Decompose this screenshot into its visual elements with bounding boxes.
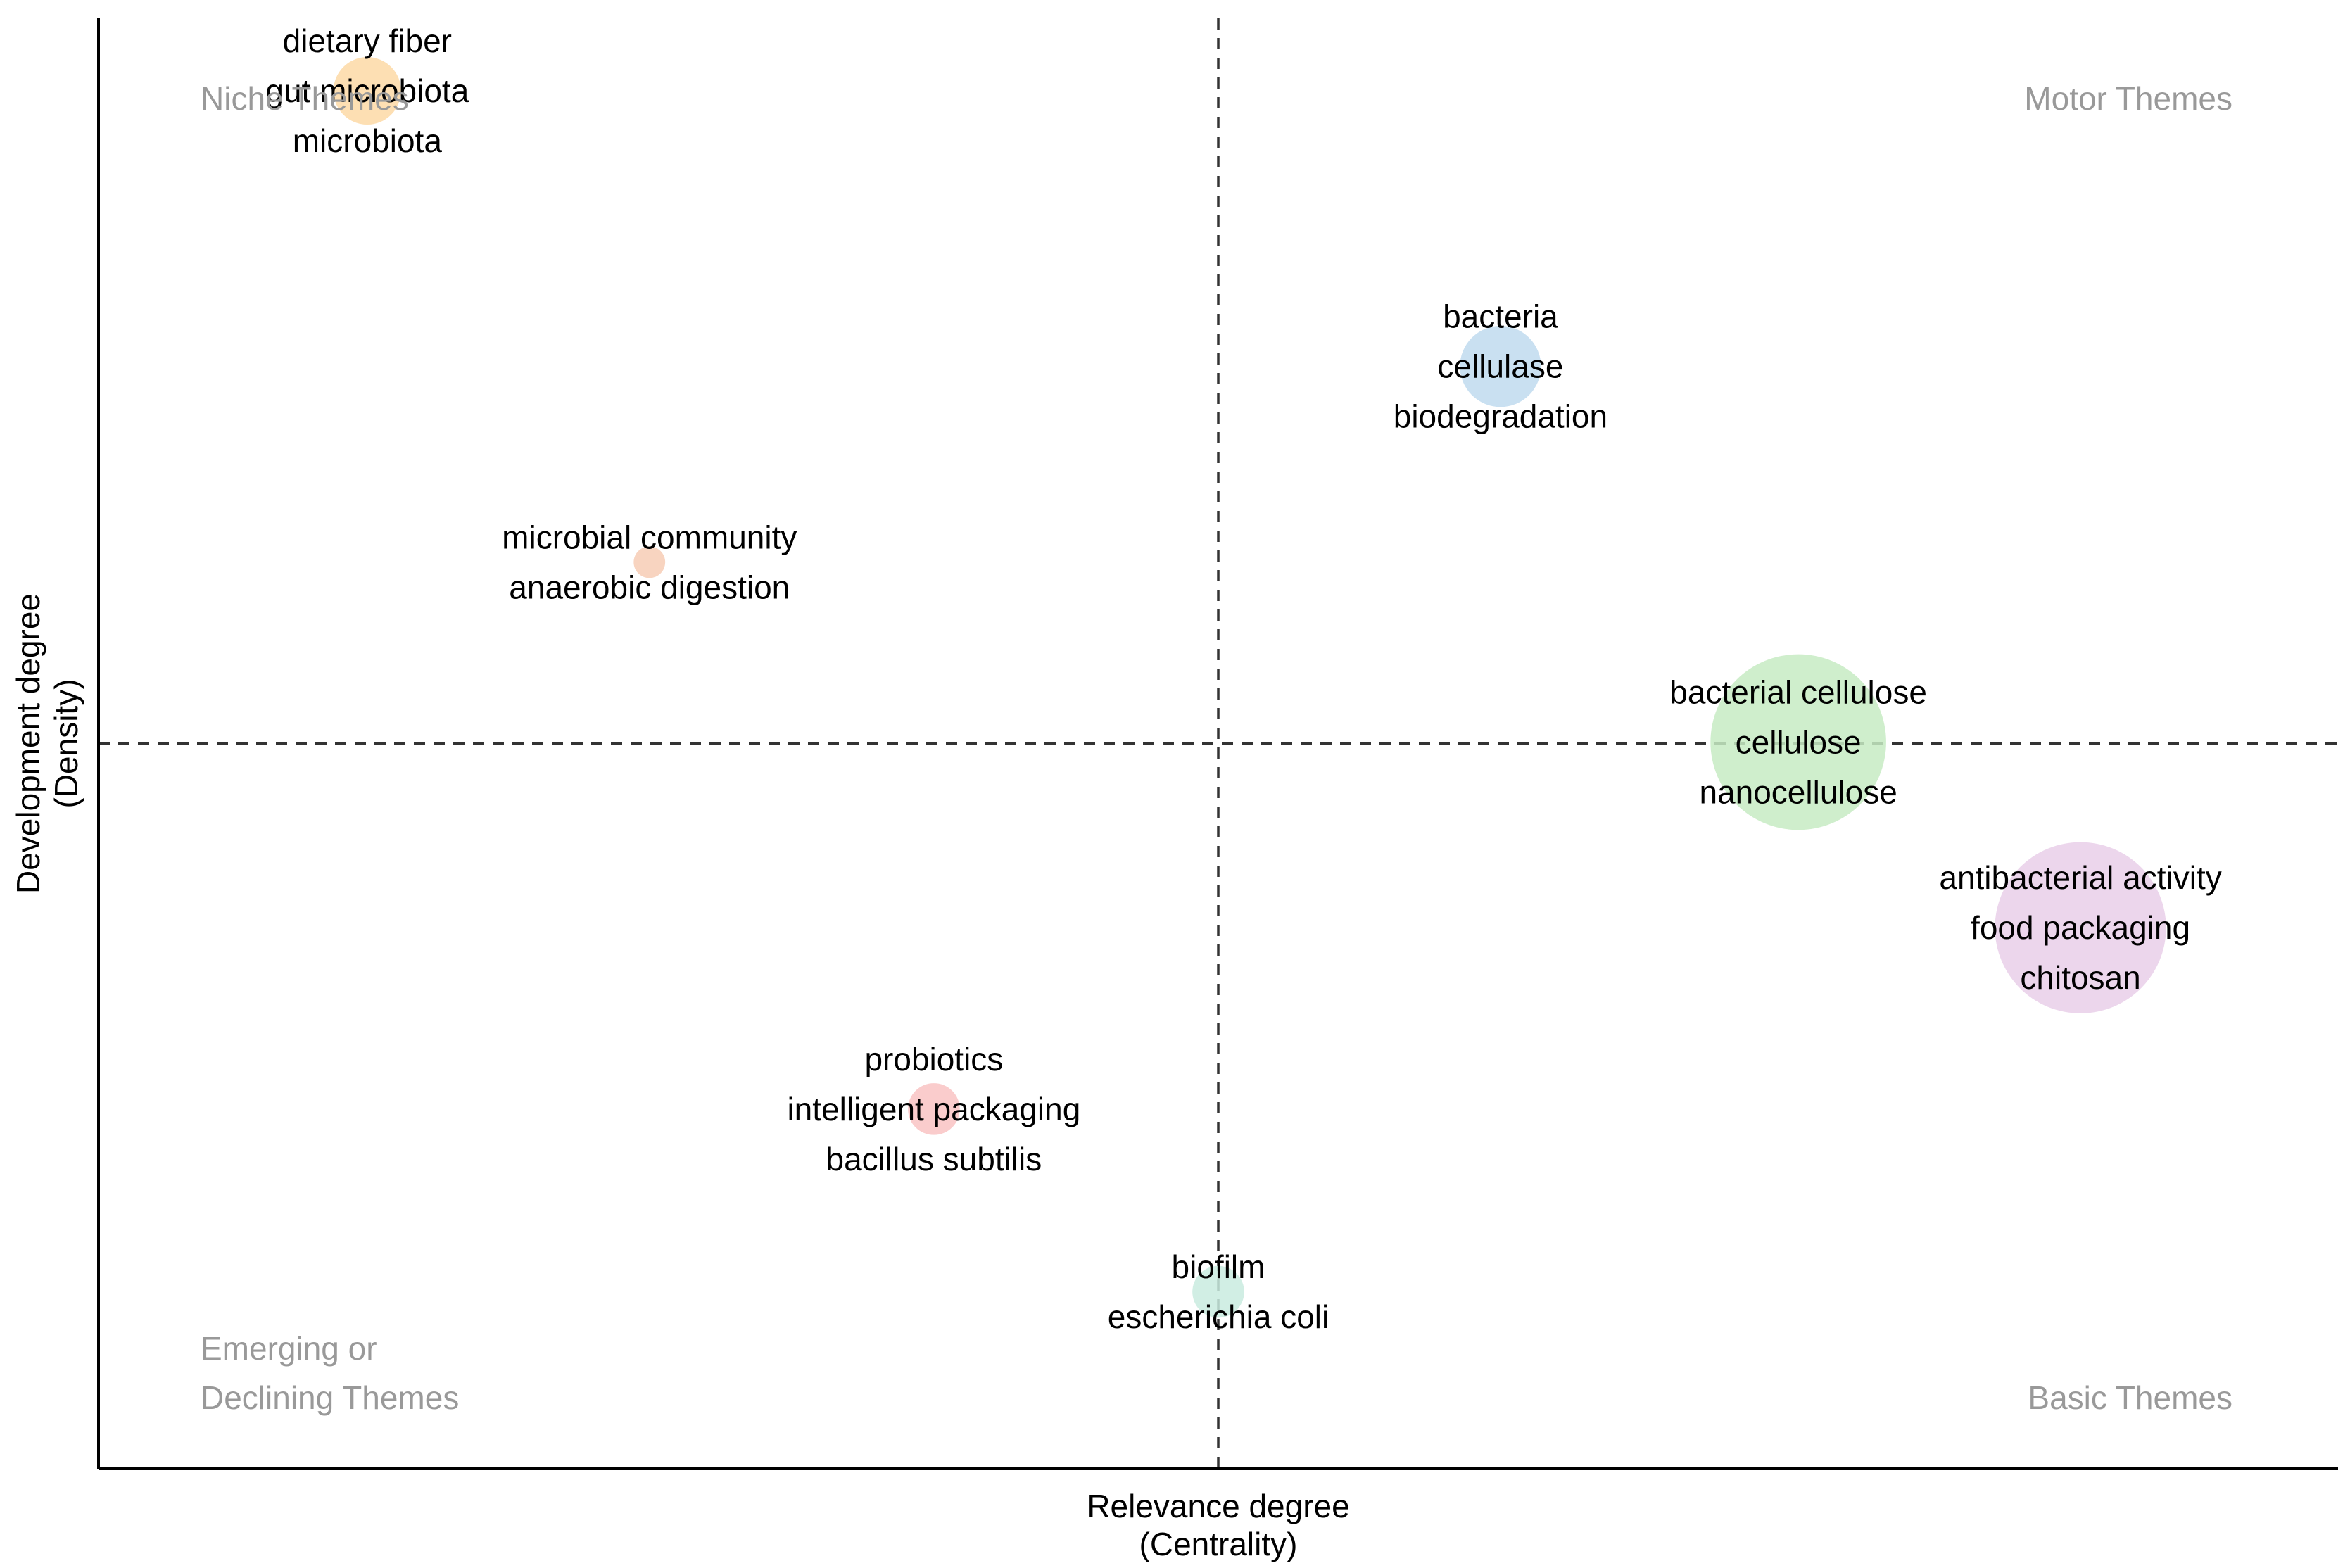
theme-bubble (1192, 1265, 1244, 1318)
quadrant-labels: Niche Themes Motor Themes Emerging or Decli… (201, 80, 2232, 1416)
axis-titles: Relevance degree(Centrality) Development … (10, 593, 1350, 1562)
theme-label: nanocellulose (1699, 773, 1897, 810)
theme-label: chitosan (2020, 959, 2140, 996)
axes (97, 18, 2338, 1470)
bubbles (333, 57, 2166, 1318)
theme-label: bacillus subtilis (826, 1141, 1042, 1177)
theme-label: probiotics (864, 1041, 1003, 1077)
quadrant-label: Niche Themes (201, 80, 409, 117)
quadrant-label: Declining Themes (201, 1379, 459, 1416)
theme-labels: dietary fiber gut microbiota microbiota bac… (265, 23, 2221, 1335)
theme-label: bacterial cellulose (1669, 674, 1927, 710)
theme-bubble (1995, 842, 2166, 1013)
theme-label: cellulose (1736, 723, 1862, 760)
theme-label: microbiota (293, 122, 443, 159)
theme-label: gut microbiota (265, 72, 469, 109)
theme-label: antibacterial activity (1939, 859, 2221, 896)
quadrant-label: Emerging or (201, 1330, 377, 1367)
theme-label: biofilm (1172, 1248, 1265, 1285)
x-axis-title: (Centrality) (1139, 1526, 1298, 1562)
theme-label: bacteria (1443, 298, 1558, 335)
quadrant-label: Motor Themes (2024, 80, 2232, 117)
theme-label: anaerobic digestion (509, 569, 790, 605)
y-axis-title: Development degree (10, 593, 46, 894)
quadrant-label: Basic Themes (2028, 1379, 2232, 1416)
theme-label: cellulase (1437, 348, 1563, 385)
theme-label: escherichia coli (1108, 1298, 1329, 1335)
theme-label: intelligent packaging (787, 1091, 1080, 1127)
x-axis-title: Relevance degree (1087, 1488, 1349, 1524)
theme-label: food packaging (1971, 909, 2190, 946)
y-axis-title: (Density) (48, 678, 84, 808)
theme-label: biodegradation (1394, 398, 1607, 435)
theme-bubble (908, 1083, 960, 1135)
theme-label: microbial community (502, 519, 797, 555)
theme-bubble (633, 546, 666, 578)
theme-bubble (1710, 654, 1886, 830)
theme-bubble (333, 57, 401, 125)
theme-label: dietary fiber (283, 23, 452, 59)
theme-bubble (1460, 326, 1541, 407)
quadrant-dividers (99, 18, 2338, 1469)
